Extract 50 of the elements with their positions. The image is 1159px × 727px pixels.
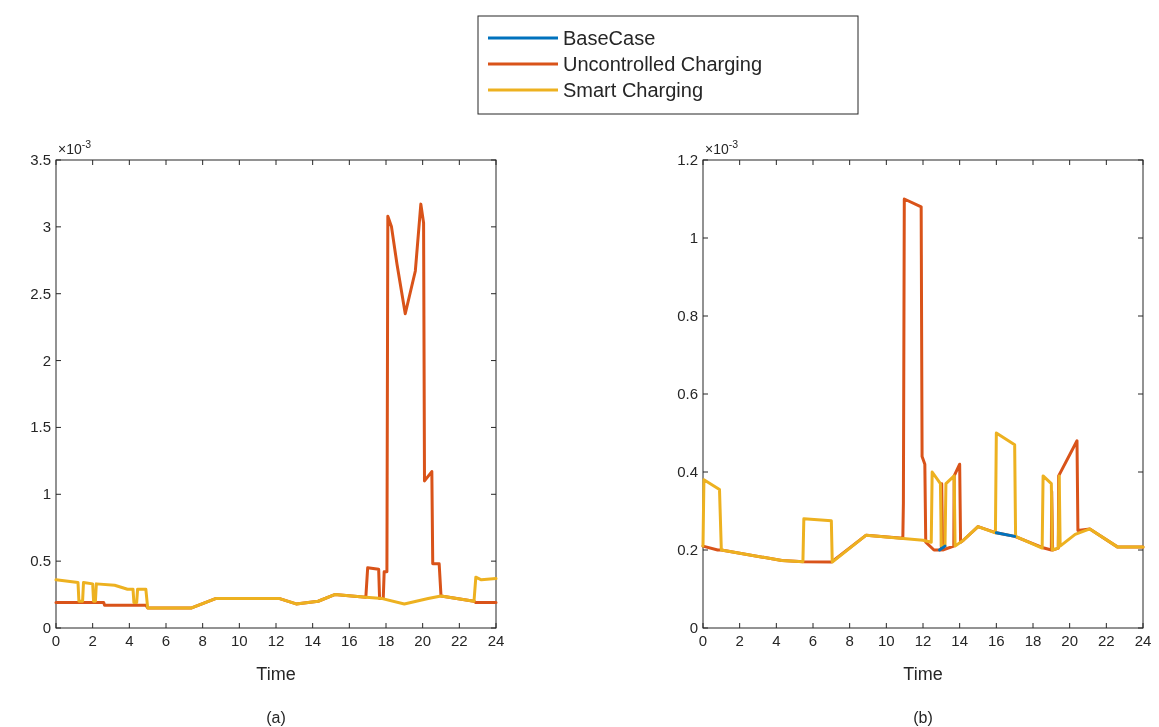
y-tick-label: 0: [689, 619, 698, 636]
x-tick-label: 2: [88, 632, 97, 649]
x-tick-label: 24: [1134, 632, 1152, 649]
x-tick-label: 22: [1097, 632, 1115, 649]
x-axis-title: Time: [903, 664, 943, 684]
x-tick-label: 18: [377, 632, 395, 649]
x-tick-label: 18: [1024, 632, 1042, 649]
x-tick-label: 12: [914, 632, 932, 649]
x-tick-label: 4: [772, 632, 781, 649]
text: ×10$^{-3}$: [705, 138, 739, 157]
y-tick-label: 1.2: [677, 151, 698, 168]
x-tick-label: 16: [340, 632, 358, 649]
y-tick-label: 1: [42, 485, 51, 503]
x-tick-label: 10: [230, 632, 248, 649]
x-tick-label: 6: [808, 632, 818, 649]
line-series: [54, 575, 498, 610]
y-tick-label: 3: [42, 217, 51, 235]
legend-label: Smart Charging: [563, 79, 704, 101]
x-tick-label: 8: [845, 632, 854, 649]
x-tick-label: 10: [877, 632, 895, 649]
y-tick-label: 2.5: [30, 284, 51, 302]
x-tick-label: 22: [450, 632, 468, 649]
x-tick-label: 6: [161, 632, 171, 649]
y-tick-label: 2: [42, 351, 51, 369]
y-tick-label: 3.5: [30, 151, 51, 168]
y-tick-label: 0.8: [677, 307, 698, 324]
text: (b): [913, 709, 933, 726]
line-series: [701, 431, 1145, 564]
x-tick-label: 8: [198, 632, 207, 649]
x-tick-label: 4: [125, 632, 134, 649]
x-axis-title: Time: [256, 664, 296, 684]
x-tick-label: 12: [267, 632, 285, 649]
y-tick-label: 0.5: [30, 552, 51, 570]
x-tick-label: 2: [735, 632, 744, 649]
x-tick-label: 16: [987, 632, 1005, 649]
text: (a): [266, 709, 286, 726]
x-tick-label: 20: [1061, 632, 1079, 649]
y-tick-label: 1.5: [30, 418, 51, 436]
y-tick-label: 0: [42, 619, 51, 636]
x-tick-label: 14: [951, 632, 969, 649]
x-tick-label: 14: [304, 632, 322, 649]
text: ×10$^{-3}$: [58, 138, 92, 157]
x-tick-label: 20: [414, 632, 432, 649]
y-tick-label: 0.6: [677, 385, 698, 402]
y-tick-label: 0.4: [677, 463, 698, 480]
y-tick-label: 0.2: [677, 541, 698, 558]
legend-label: BaseCase: [563, 27, 656, 49]
x-tick-label: 24: [487, 632, 505, 649]
y-tick-label: 1: [689, 229, 698, 246]
legend-label: Uncontrolled Charging: [563, 53, 763, 75]
